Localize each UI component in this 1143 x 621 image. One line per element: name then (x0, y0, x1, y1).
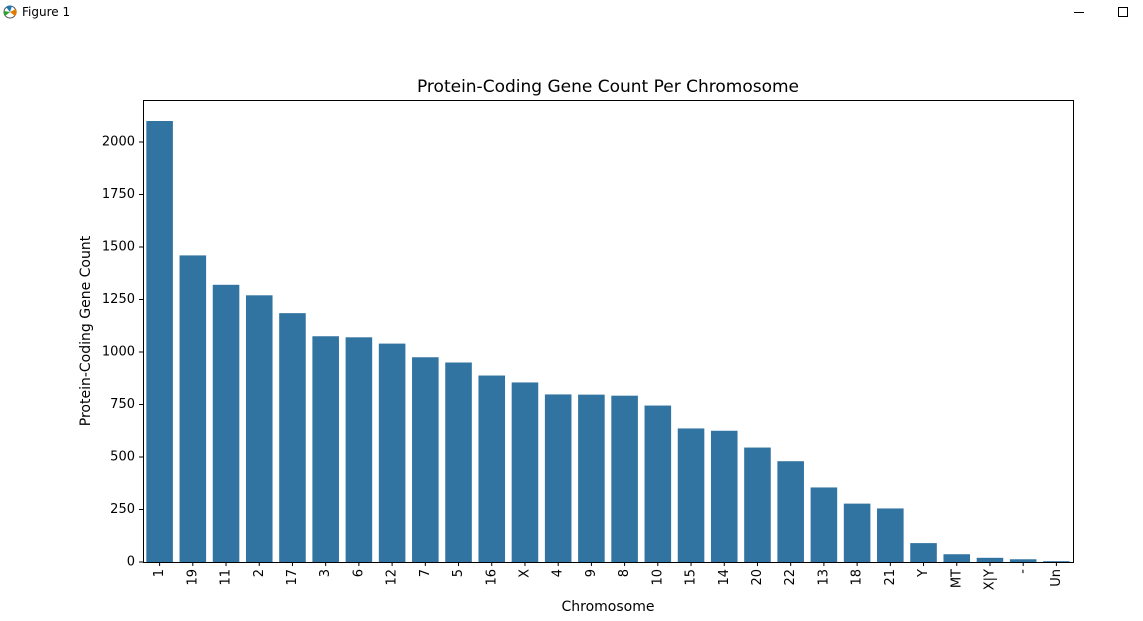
x-axis-ticks: 1 19 11 2 17 3 6 12 7 5 16 X 4 9 8 10 15 14 20 22 13 18 21 Y MT X… (152, 562, 1064, 590)
bar-16 (478, 375, 506, 562)
x-tick-label: 1 (152, 569, 167, 577)
window-title: Figure 1 (22, 5, 71, 19)
x-tick-label: 21 (883, 569, 898, 586)
x-tick-label: 7 (418, 569, 433, 577)
x-tick-label: X|Y (982, 569, 997, 590)
window-titlebar: Figure 1 (0, 0, 1143, 26)
x-tick-label: 9 (584, 569, 599, 577)
bar-20 (744, 447, 771, 562)
x-tick-label: 4 (551, 569, 566, 577)
x-tick-label: 2 (252, 569, 267, 577)
bar-1 (146, 121, 173, 562)
bar-13 (810, 487, 838, 562)
x-tick-label: 3 (318, 569, 333, 577)
bar-Y (910, 543, 937, 562)
y-axis-ticks: 0 250 500 750 1000 1250 1500 1750 2000 (102, 135, 143, 570)
bar-22 (777, 461, 804, 562)
y-tick-label: 2000 (102, 135, 135, 150)
bar-10 (644, 405, 672, 562)
y-tick-label: 1000 (102, 345, 135, 360)
x-tick-label: Un (1049, 569, 1064, 587)
bar-5 (445, 362, 472, 562)
y-tick-label: 1250 (102, 292, 135, 307)
bar-19 (179, 255, 207, 562)
x-tick-label: 17 (285, 569, 300, 586)
x-tick-label: 12 (385, 569, 400, 586)
minimize-icon[interactable] (1064, 0, 1094, 26)
bar-3 (312, 336, 339, 562)
chart-title: Protein-Coding Gene Count Per Chromosome (417, 77, 799, 97)
x-tick-label: 8 (617, 569, 632, 577)
x-axis-label: Chromosome (562, 599, 655, 615)
x-tick-label: 15 (684, 569, 699, 586)
x-tick-label: 11 (219, 569, 234, 586)
x-tick-label: 14 (717, 569, 732, 586)
x-tick-label: 13 (816, 569, 831, 586)
bar-6 (345, 337, 373, 562)
bar-X|Y (976, 557, 1004, 562)
x-tick-label: 6 (351, 569, 366, 577)
x-tick-label: MT (949, 569, 964, 588)
bar-21 (877, 508, 904, 562)
x-tick-label: 10 (650, 569, 665, 586)
x-tick-label: X (517, 569, 532, 578)
y-tick-label: 500 (110, 450, 135, 465)
x-tick-label: 16 (484, 569, 499, 586)
bar-8 (611, 395, 638, 562)
bar-2 (245, 295, 273, 562)
bar-- (1009, 559, 1037, 562)
x-tick-label: - (1016, 569, 1031, 574)
bar-9 (578, 394, 605, 562)
x-tick-label: 5 (451, 569, 466, 577)
y-tick-label: 1750 (102, 187, 135, 202)
bar-7 (412, 357, 439, 562)
bar-14 (710, 430, 738, 562)
bar-18 (843, 503, 871, 562)
bar-X (511, 382, 539, 562)
x-tick-label: 20 (750, 569, 765, 586)
bar-12 (378, 343, 406, 562)
y-axis-label: Protein-Coding Gene Count (78, 235, 94, 426)
plot-frame (143, 100, 1074, 563)
x-tick-label: 19 (185, 569, 200, 586)
bar-15 (677, 428, 705, 562)
bar-4 (544, 394, 572, 562)
matplotlib-icon (3, 5, 17, 19)
bar-11 (212, 284, 240, 562)
bar-17 (279, 313, 306, 562)
x-tick-label: 18 (850, 569, 865, 586)
y-tick-label: 750 (110, 397, 135, 412)
maximize-icon[interactable] (1108, 0, 1138, 26)
bar-MT (943, 554, 971, 562)
y-tick-label: 250 (110, 502, 135, 517)
y-tick-label: 1500 (102, 240, 135, 255)
bars-group (146, 121, 1070, 562)
x-tick-label: 22 (783, 569, 798, 586)
y-tick-label: 0 (127, 555, 135, 570)
bar-Un (1043, 561, 1070, 562)
x-tick-label: Y (916, 569, 931, 578)
